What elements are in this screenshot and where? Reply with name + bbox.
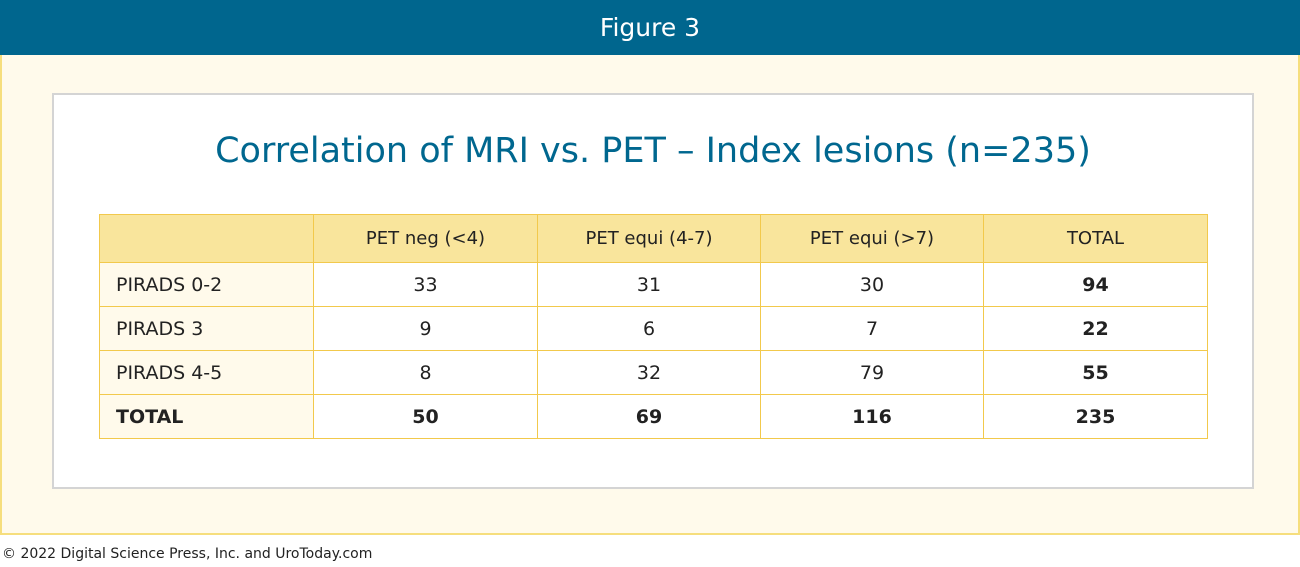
figure-frame: Correlation of MRI vs. PET – Index lesio… bbox=[0, 55, 1300, 535]
column-header: PET neg (<4) bbox=[313, 214, 538, 263]
table-cell: 6 bbox=[537, 306, 761, 351]
column-header: TOTAL bbox=[983, 214, 1208, 263]
footer: © 2022 Digital Science Press, Inc. and U… bbox=[2, 546, 373, 562]
row-label: PIRADS 0-2 bbox=[99, 262, 314, 307]
table-cell: 69 bbox=[537, 394, 761, 439]
header-row: PET neg (<4) PET equi (4-7) PET equi (>7) T… bbox=[99, 214, 1208, 263]
table-cell: 79 bbox=[760, 350, 984, 395]
table-cell: 50 bbox=[313, 394, 538, 439]
header-title: Figure 3 bbox=[599, 13, 701, 42]
table-cell: 30 bbox=[760, 262, 984, 307]
table: PET neg (<4) PET equi (4-7) PET equi (>7) T… bbox=[99, 214, 1208, 439]
table-title: Correlation of MRI vs. PET – Index lesio… bbox=[215, 131, 1091, 171]
row-label: TOTAL bbox=[99, 394, 314, 439]
column-header: PET equi (>7) bbox=[760, 214, 984, 263]
table-cell: 7 bbox=[760, 306, 984, 351]
table-cell: 32 bbox=[537, 350, 761, 395]
table-cell: 8 bbox=[313, 350, 538, 395]
table-row: PIRADS 0-2 33 31 30 94 bbox=[99, 262, 1208, 307]
table-cell: 31 bbox=[537, 262, 761, 307]
table-cell: 9 bbox=[313, 306, 538, 351]
table-cell: 22 bbox=[983, 306, 1208, 351]
table-row: TOTAL 50 69 116 235 bbox=[99, 394, 1208, 439]
table-cell: 94 bbox=[983, 262, 1208, 307]
column-header: PET equi (4-7) bbox=[537, 214, 761, 263]
figure-panel: Correlation of MRI vs. PET – Index lesio… bbox=[52, 93, 1254, 489]
corner-cell bbox=[99, 214, 314, 263]
table-cell: 55 bbox=[983, 350, 1208, 395]
header-bar: Figure 3 bbox=[0, 0, 1300, 55]
table-cell: 33 bbox=[313, 262, 538, 307]
row-label: PIRADS 3 bbox=[99, 306, 314, 351]
table-cell: 116 bbox=[760, 394, 984, 439]
table-row: PIRADS 3 9 6 7 22 bbox=[99, 306, 1208, 351]
table-row: PIRADS 4-5 8 32 79 55 bbox=[99, 350, 1208, 395]
table-cell: 235 bbox=[983, 394, 1208, 439]
row-label: PIRADS 4-5 bbox=[99, 350, 314, 395]
